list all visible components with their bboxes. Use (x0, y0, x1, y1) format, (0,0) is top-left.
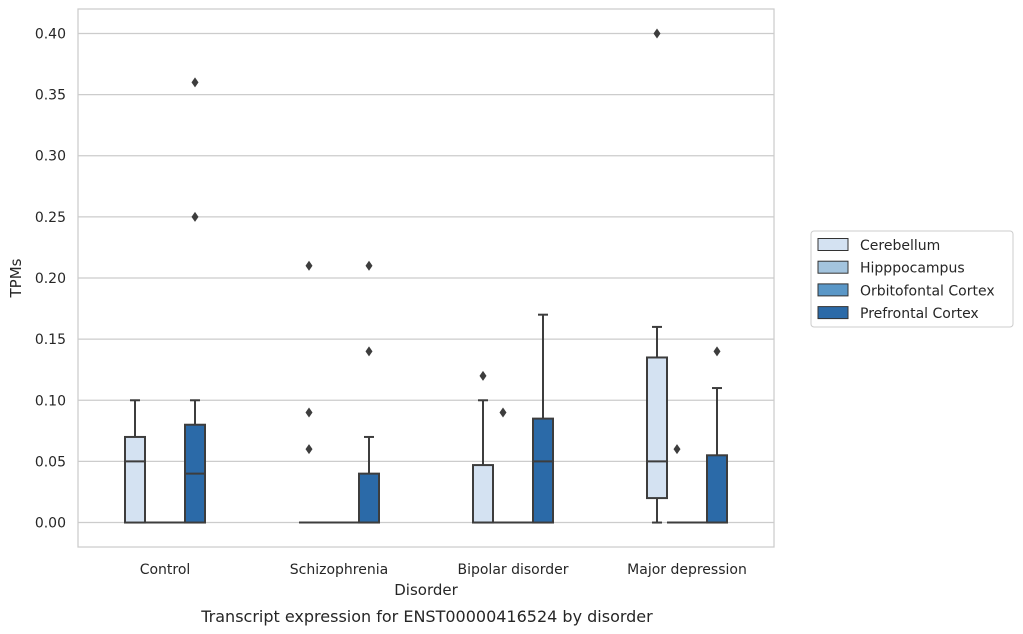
legend-label: Prefrontal Cortex (860, 306, 979, 322)
legend-label: Orbitofontal Cortex (860, 283, 995, 299)
outlier-point (365, 260, 373, 271)
y-tick-label: 0.10 (35, 393, 66, 409)
outlier-point (479, 370, 487, 381)
box-iqr (124, 435, 146, 524)
chart-caption: Transcript expression for ENST0000041652… (200, 607, 653, 626)
box-groups (124, 28, 728, 524)
box-cerebellum (124, 399, 146, 524)
box-iqr (358, 472, 380, 524)
y-axis-label: TPMs (7, 258, 25, 298)
x-tick-label: Control (140, 562, 191, 578)
box-iqr (532, 417, 554, 524)
x-tick-label: Bipolar disorder (457, 562, 568, 578)
box-hipppocampus (667, 444, 687, 524)
outlier-point (191, 211, 199, 222)
x-tick-label: Schizophrenia (290, 562, 388, 578)
x-tick-label: Major depression (627, 562, 747, 578)
y-tick-label: 0.30 (35, 149, 66, 165)
box-cerebellum (472, 370, 494, 524)
box-prefrontal-cortex (184, 77, 206, 524)
box-iqr (646, 356, 668, 500)
legend-frame (810, 230, 1014, 328)
y-tick-label: 0.20 (35, 271, 66, 287)
box-prefrontal-cortex (706, 346, 728, 524)
outlier-point (673, 444, 681, 455)
y-tick-label: 0.40 (35, 26, 66, 42)
outlier-point (365, 346, 373, 357)
x-axis-label: Disorder (394, 581, 458, 599)
outlier-point (305, 444, 313, 455)
legend: Cerebellum Hipppocampus Orbitofontal Corte… (810, 230, 1014, 328)
box-hipppocampus (493, 407, 513, 524)
legend-swatch (817, 260, 849, 274)
legend-label: Hipppocampus (860, 261, 965, 277)
legend-swatch (817, 283, 849, 297)
legend-label: Cerebellum (860, 238, 940, 254)
outlier-point (305, 407, 313, 418)
y-tick-label: 0.05 (35, 454, 66, 470)
y-tick-label: 0.25 (35, 210, 66, 226)
outlier-point (191, 77, 199, 88)
box-cerebellum (646, 28, 668, 524)
box-cerebellum (299, 260, 319, 524)
outlier-point (713, 346, 721, 357)
box-iqr (472, 464, 494, 524)
outlier-point (499, 407, 507, 418)
outlier-point (305, 260, 313, 271)
plot-frame (77, 8, 775, 548)
box-prefrontal-cortex (358, 260, 380, 524)
x-tick-labels: Control Schizophrenia Bipolar disorder Majo… (140, 562, 747, 578)
legend-swatch (817, 238, 849, 251)
y-tick-label: 0.35 (35, 88, 66, 104)
y-tick-label: 0.00 (35, 516, 66, 532)
box-prefrontal-cortex (532, 313, 554, 524)
legend-swatch (817, 306, 849, 320)
y-tick-label: 0.15 (35, 332, 66, 348)
y-tick-labels: 0.00 0.05 0.10 0.15 0.20 0.25 0.30 0.35 0.40 (35, 26, 66, 531)
outlier-point (653, 28, 661, 39)
box-iqr (706, 454, 728, 524)
